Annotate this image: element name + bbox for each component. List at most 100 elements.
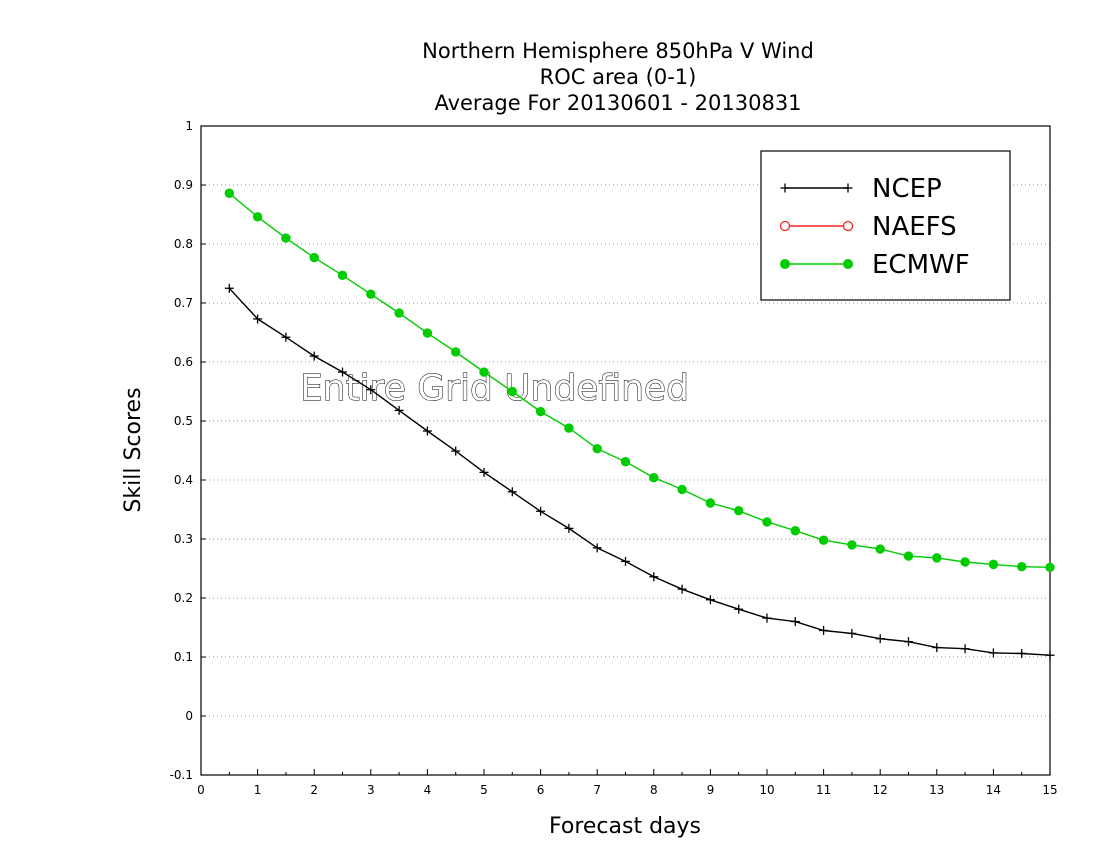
data-point-ecmwf	[451, 347, 461, 357]
data-point-ncep	[422, 426, 432, 436]
data-point-ecmwf	[592, 444, 602, 454]
y-tick-label: -0.1	[170, 768, 193, 782]
data-point-ncep	[253, 314, 263, 324]
data-point-ecmwf	[281, 233, 291, 243]
data-point-ncep	[847, 628, 857, 638]
series-ecmwf	[224, 188, 1055, 573]
data-point-ecmwf	[1045, 562, 1055, 573]
x-tick-label: 0	[197, 783, 205, 797]
data-point-ncep	[988, 648, 998, 658]
data-point-ecmwf	[366, 289, 376, 299]
data-point-ecmwf	[790, 526, 800, 536]
data-point-ncep	[451, 446, 461, 456]
legend-item-naefs: NAEFS	[779, 212, 957, 242]
circle-marker	[780, 259, 790, 269]
data-point-ncep	[649, 572, 659, 582]
y-tick-label: 0.1	[174, 650, 193, 664]
data-point-ncep	[592, 543, 602, 553]
data-point-ncep	[564, 523, 574, 533]
data-point-ecmwf	[564, 423, 574, 433]
data-point-ncep	[932, 643, 942, 653]
data-point-ncep	[224, 283, 234, 293]
data-point-ecmwf	[705, 498, 716, 508]
data-point-ncep	[366, 385, 376, 395]
data-point-ncep	[734, 604, 744, 614]
x-tick-label: 9	[707, 783, 715, 797]
data-point-ncep	[790, 617, 800, 627]
grid	[201, 184, 1050, 717]
data-point-ecmwf	[620, 457, 631, 467]
y-tick-label: 0.8	[174, 237, 193, 251]
data-point-ncep	[1017, 648, 1027, 658]
plus-marker	[843, 183, 853, 193]
y-axis-title: Skill Scores	[121, 387, 146, 512]
x-tick-label: 4	[424, 783, 432, 797]
chart-title: Northern Hemisphere 850hPa V Wind ROC ar…	[422, 39, 814, 115]
x-tick-label: 6	[537, 783, 545, 797]
legend-label: NAEFS	[872, 212, 957, 242]
legend-item-ecmwf: ECMWF	[780, 250, 970, 280]
data-point-ecmwf	[762, 517, 772, 527]
data-point-ncep	[819, 625, 829, 635]
title-line-3: Average For 20130601 - 20130831	[434, 91, 801, 115]
data-point-ecmwf	[394, 308, 404, 318]
data-point-ncep	[904, 637, 913, 647]
data-point-ncep	[394, 405, 404, 415]
x-tick-label: 1	[254, 783, 262, 797]
legend-items: NCEP NAEFS ECMWF	[779, 174, 970, 280]
data-point-ncep	[536, 506, 546, 516]
open-circle-marker	[842, 220, 854, 232]
data-point-ecmwf	[847, 540, 857, 550]
data-point-ecmwf	[252, 212, 263, 222]
data-point-ecmwf	[649, 472, 659, 483]
x-tick-label: 7	[593, 783, 601, 797]
x-tick-label: 3	[367, 783, 375, 797]
data-point-ncep	[677, 584, 687, 594]
data-point-ecmwf	[818, 535, 829, 545]
y-tick-label: 0.4	[174, 473, 193, 487]
data-point-ecmwf	[224, 188, 235, 198]
plus-marker	[780, 183, 790, 193]
y-tick-label: 0.7	[174, 296, 193, 310]
data-point-ncep	[705, 595, 715, 605]
data-point-ecmwf	[1017, 562, 1027, 572]
y-tick-label: 0	[185, 709, 193, 723]
data-point-ecmwf	[422, 328, 433, 338]
x-tick-label: 11	[816, 783, 831, 797]
series-ncep	[224, 283, 1055, 660]
data-point-ecmwf	[507, 386, 517, 397]
y-tick-label: 0.9	[174, 178, 193, 192]
data-point-ecmwf	[309, 252, 319, 263]
x-axis-title: Forecast days	[549, 814, 701, 839]
data-point-ncep	[875, 634, 885, 644]
x-tick-label: 2	[310, 783, 318, 797]
y-tick-label: 1	[185, 119, 193, 133]
data-point-ecmwf	[988, 559, 999, 570]
open-circle-marker	[779, 220, 791, 232]
x-tick-label: 8	[650, 783, 658, 797]
title-line-1: Northern Hemisphere 850hPa V Wind	[422, 39, 814, 63]
data-point-ncep	[960, 644, 970, 654]
x-tick-label: 15	[1042, 783, 1057, 797]
data-point-ecmwf	[960, 557, 970, 567]
data-point-ncep	[621, 556, 630, 566]
title-line-2: ROC area (0-1)	[540, 65, 697, 89]
y-tick-label: 0.2	[174, 591, 193, 605]
data-point-ecmwf	[875, 544, 885, 554]
x-tick-label: 14	[986, 783, 1001, 797]
x-tick-label: 10	[759, 783, 774, 797]
y-tick-label: 0.5	[174, 414, 193, 428]
x-tick-label: 5	[480, 783, 488, 797]
data-point-ncep	[1045, 650, 1055, 660]
data-point-ncep	[281, 332, 291, 342]
legend-label: ECMWF	[872, 250, 970, 280]
data-point-ecmwf	[677, 484, 687, 495]
data-point-ecmwf	[535, 406, 546, 417]
data-point-ecmwf	[337, 270, 348, 280]
data-point-ecmwf	[903, 551, 914, 561]
legend-item-ncep: NCEP	[780, 174, 942, 204]
data-point-ncep	[338, 367, 347, 377]
legend: NCEP NAEFS ECMWF	[760, 150, 1011, 301]
data-point-ncep	[507, 487, 517, 497]
